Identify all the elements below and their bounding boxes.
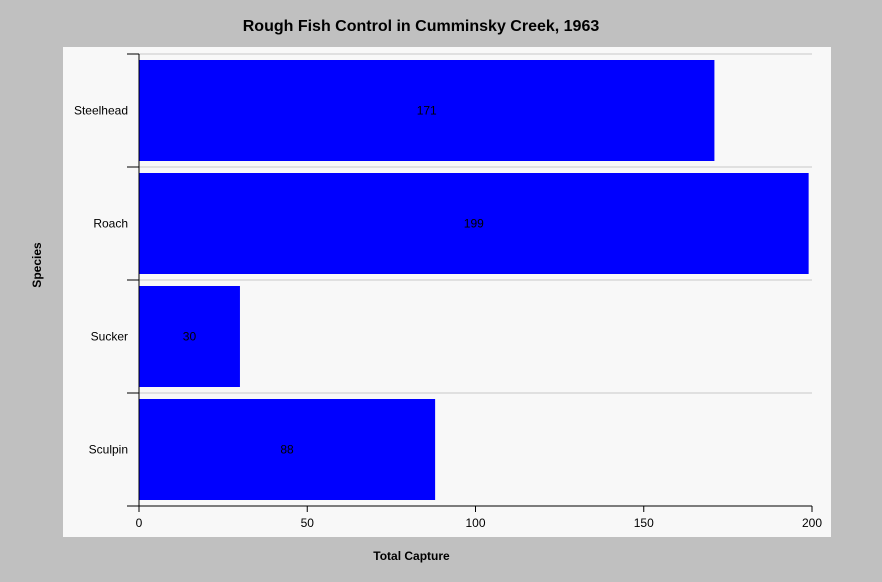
- x-tick-label: 50: [301, 516, 315, 530]
- y-tick-label: Sucker: [91, 330, 128, 344]
- x-axis-label: Total Capture: [373, 549, 450, 563]
- data-label: 199: [464, 217, 484, 231]
- bar-roach: [139, 173, 809, 274]
- bar-sucker: [139, 286, 240, 387]
- data-label: 171: [417, 104, 437, 118]
- data-label: 30: [183, 330, 197, 344]
- y-tick-label: Steelhead: [74, 104, 128, 118]
- y-tick-label: Roach: [93, 217, 128, 231]
- bar-steelhead: [139, 60, 715, 161]
- bar-sculpin: [139, 399, 436, 500]
- x-tick-label: 0: [136, 516, 143, 530]
- x-tick-label: 100: [465, 516, 485, 530]
- data-label: 88: [280, 443, 294, 457]
- chart-title: Rough Fish Control in Cumminsky Creek, 1…: [242, 18, 600, 35]
- x-tick-label: 200: [802, 516, 822, 530]
- y-tick-label: Sculpin: [89, 443, 128, 457]
- x-tick-label: 150: [634, 516, 654, 530]
